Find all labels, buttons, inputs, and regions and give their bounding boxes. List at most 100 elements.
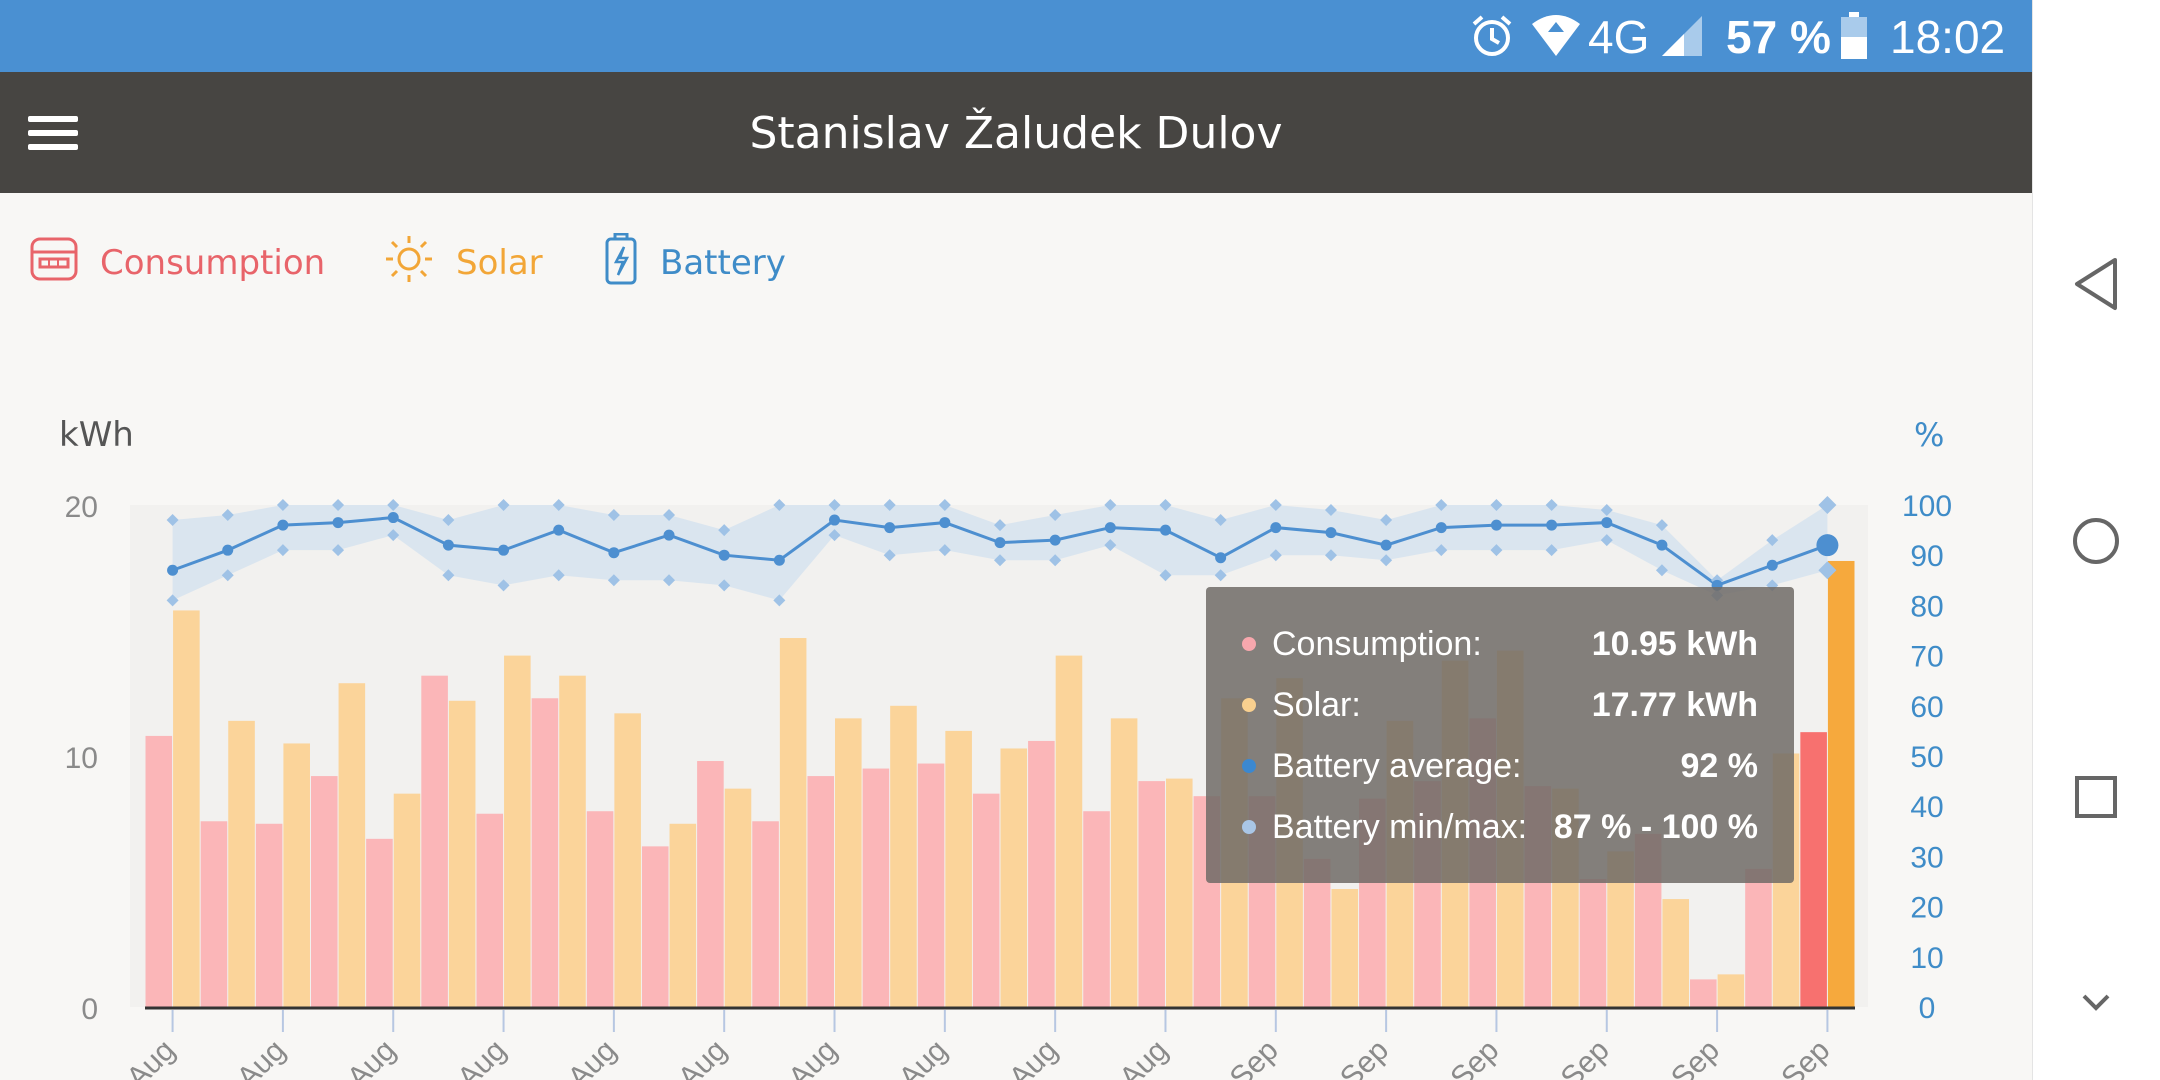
battery-average-point <box>553 524 565 536</box>
consumption-bar <box>366 838 393 1007</box>
tab-consumption[interactable]: Consumption <box>30 233 325 293</box>
right-axis-tick: 70 <box>1910 641 1943 674</box>
battery-max-marker <box>497 499 510 511</box>
x-axis-tick-label: Aug <box>1113 1034 1174 1080</box>
solar-bar <box>1110 718 1138 1007</box>
tooltip-value: 92 % <box>1680 746 1759 785</box>
back-button[interactable] <box>2067 254 2125 319</box>
battery-max-marker <box>166 514 179 527</box>
tooltip-row-solar: Solar: 17.77 kWh <box>1242 680 1758 730</box>
battery-max-marker <box>442 514 455 527</box>
battery-max-marker <box>1600 504 1613 517</box>
battery-max-marker <box>1490 499 1503 511</box>
battery-max-marker <box>1435 499 1448 511</box>
battery-max-marker <box>1818 496 1837 514</box>
consumption-bar <box>641 846 669 1007</box>
battery-max-marker <box>1269 499 1282 511</box>
battery-average-point <box>1601 517 1613 529</box>
battery-min-marker <box>1600 534 1613 547</box>
battery-min-marker <box>828 529 841 542</box>
battery-min-marker <box>607 574 620 587</box>
consumption-bar <box>200 821 228 1007</box>
consumption-bar <box>807 776 835 1007</box>
tooltip-label: Solar: <box>1272 685 1361 724</box>
battery-min-marker <box>221 569 234 582</box>
battery-max-marker <box>387 499 400 511</box>
right-axis-tick: 20 <box>1910 892 1943 925</box>
battery-max-marker <box>1545 499 1558 511</box>
tooltip-row-battery-minmax: Battery min/max: 87 % - 100 % <box>1242 802 1758 852</box>
sun-icon <box>384 234 434 293</box>
battery-average-point <box>1159 524 1171 536</box>
consumption-bar <box>862 768 890 1007</box>
x-axis-tick-label: Aug <box>893 1034 954 1080</box>
tab-battery[interactable]: Battery <box>604 232 786 293</box>
x-axis-tick-label: Sep <box>1665 1034 1726 1080</box>
battery-average-point <box>498 544 510 556</box>
consumption-bar <box>972 793 1000 1007</box>
tab-consumption-label: Consumption <box>100 243 326 283</box>
consumption-bar <box>697 761 724 1007</box>
solar-bar <box>1055 655 1083 1007</box>
left-axis-title: kWh <box>59 415 134 455</box>
consumption-bar <box>917 763 945 1007</box>
battery-average-point <box>718 549 730 561</box>
right-axis-tick: 100 <box>1902 490 1952 523</box>
consumption-bar <box>1303 858 1331 1007</box>
battery-max-marker <box>994 519 1006 532</box>
battery-min-marker <box>1269 549 1282 562</box>
solar-bar <box>338 683 366 1007</box>
battery-average-point <box>1435 522 1447 534</box>
right-axis-tick: 90 <box>1910 540 1943 573</box>
app-bar: Stanislav Žaludek Dulov <box>0 72 2032 193</box>
tab-solar[interactable]: Solar <box>384 233 543 293</box>
battery-average-point <box>939 517 951 529</box>
recents-button[interactable] <box>2067 768 2125 831</box>
x-axis-tick-label: Aug <box>451 1034 512 1080</box>
consumption-bar <box>1083 811 1110 1007</box>
x-axis-tick-label: Aug <box>1003 1034 1064 1080</box>
left-axis-tick: 10 <box>65 742 98 775</box>
battery-min-marker <box>1159 569 1172 582</box>
consumption-bar <box>1690 979 1717 1007</box>
battery-average-point <box>773 554 785 566</box>
clock: 18:02 <box>1890 11 2006 63</box>
battery-average-point <box>1049 534 1061 546</box>
hamburger-menu-button[interactable] <box>24 110 82 156</box>
left-axis-tick: 20 <box>65 491 98 524</box>
consumption-bar <box>1579 878 1607 1007</box>
chevron-down-icon[interactable] <box>2067 982 2125 1027</box>
consumption-bar <box>255 823 283 1007</box>
battery-min-marker <box>332 544 345 557</box>
x-axis-tick-label: Aug <box>672 1034 733 1080</box>
battery-average-point <box>608 547 620 559</box>
consumption-bar <box>752 821 779 1007</box>
battery-min-marker <box>442 569 455 582</box>
consumption-bar <box>145 735 173 1007</box>
x-axis-tick-label: Sep <box>1334 1034 1395 1080</box>
tooltip-value: 10.95 kWh <box>1591 624 1758 663</box>
system-navigation-bar <box>2032 0 2160 1080</box>
left-axis-tick: 0 <box>81 993 98 1026</box>
consumption-dot <box>1242 637 1256 651</box>
solar-bar <box>614 713 641 1007</box>
battery-average-point <box>332 517 344 529</box>
energy-chart[interactable]: kWh % 0 10 20 0 10 20 30 40 50 60 70 80 90 100 Aug Au… <box>0 193 2032 1080</box>
tooltip-row-battery-average: Battery average: 92 % <box>1242 741 1758 791</box>
tooltip-value: 87 % - 100 % <box>1553 807 1758 846</box>
battery-max-marker <box>1324 504 1337 517</box>
x-axis-tick-label: Aug <box>562 1034 623 1080</box>
x-axis-tick-label: Sep <box>1444 1034 1505 1080</box>
battery-min-marker <box>1380 554 1393 567</box>
battery-average-point <box>387 512 399 524</box>
tooltip-label: Battery average: <box>1272 746 1522 785</box>
battery-average-point <box>1546 519 1558 531</box>
solar-bar <box>835 718 862 1007</box>
battery-max-marker <box>883 499 896 511</box>
consumption-bar <box>1800 732 1827 1007</box>
home-button[interactable] <box>2067 512 2125 575</box>
solar-bar <box>559 675 586 1007</box>
wifi-icon <box>1530 12 1582 69</box>
battery-min-marker <box>552 569 565 582</box>
battery-max-marker <box>718 524 731 537</box>
